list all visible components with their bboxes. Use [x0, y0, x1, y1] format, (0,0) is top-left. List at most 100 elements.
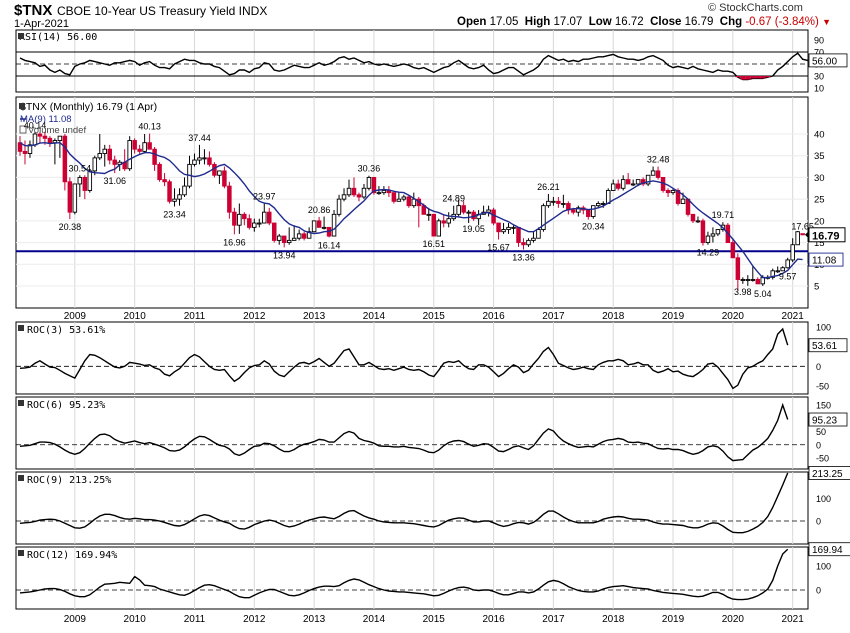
price-annotation: 23.34: [163, 210, 186, 220]
candle-body: [556, 200, 561, 204]
candle-body: [147, 142, 152, 150]
year-label: 2015: [423, 311, 446, 322]
candle-body: [346, 187, 352, 196]
price-tick-label: 30: [814, 173, 825, 184]
low-label: Low: [588, 16, 612, 28]
price-annotation: 16.96: [223, 237, 246, 247]
candle-body: [381, 190, 387, 194]
ma-legend: MA(9) 11.08: [20, 114, 72, 125]
bottom-year-label: 2018: [602, 614, 625, 625]
candle-body: [162, 179, 167, 183]
price-annotation: 14.29: [697, 248, 720, 258]
rsi-marker-icon: [18, 33, 24, 39]
price-annotation: 23.97: [253, 191, 276, 201]
candle-body: [67, 181, 73, 213]
candle-body: [77, 176, 83, 185]
candle-body: [780, 267, 785, 272]
candle-body: [57, 135, 63, 141]
candle-body: [461, 205, 466, 213]
candle-body: [635, 179, 641, 185]
rsi-oversold-fill: [760, 76, 766, 79]
candle-body: [645, 174, 651, 185]
roc-line: [19, 472, 789, 534]
candle-body: [610, 183, 616, 191]
candle-body: [267, 211, 272, 224]
year-label: 2021: [782, 311, 805, 322]
candle-body: [257, 222, 262, 225]
roc-tick-label: 150: [816, 401, 831, 411]
candle-body: [800, 233, 805, 236]
roc-tick-label: 100: [816, 323, 831, 333]
candle-body: [132, 140, 137, 150]
roc-tick-label: 100: [816, 562, 831, 572]
price-annotation: 37.44: [188, 133, 211, 143]
candle-body: [102, 148, 107, 154]
bottom-year-label: 2011: [184, 614, 206, 625]
candle-body: [755, 279, 761, 285]
price-tick-label: 40: [814, 130, 825, 141]
rsi-oversold-fill: [740, 76, 746, 80]
price-annotation: 26.21: [537, 182, 560, 192]
ma-value-label: 11.08: [812, 256, 837, 267]
candle-body: [650, 170, 656, 176]
price-marker-icon: [19, 103, 25, 109]
candle-body: [217, 170, 222, 176]
candle-body: [232, 211, 237, 226]
candle-body: [541, 205, 546, 230]
roc-marker-icon: [18, 475, 24, 481]
candle-body: [795, 231, 800, 246]
roc-line: [19, 548, 789, 601]
roc-title: ROC(9) 213.25%: [27, 475, 111, 486]
bottom-year-label: 2012: [243, 614, 266, 625]
price-annotation: 16.14: [318, 240, 341, 250]
candle-body: [72, 183, 78, 213]
roc-tick-label: 0: [816, 586, 821, 596]
price-title: $TNX (Monthly) 16.79 (1 Apr): [20, 101, 157, 113]
open-value: 17.05: [489, 16, 519, 28]
rsi-line: [19, 52, 808, 81]
roc-line: [19, 327, 789, 390]
candle-body: [630, 183, 636, 186]
bottom-year-label: 2009: [64, 614, 87, 625]
candle-body: [361, 187, 367, 198]
roc-value-label-box: [808, 466, 850, 480]
year-label: 2013: [303, 311, 326, 322]
candle-body: [501, 229, 506, 233]
candle-body: [586, 209, 591, 217]
candle-body: [411, 198, 417, 207]
candle-body: [316, 220, 322, 228]
candle-body: [177, 194, 182, 200]
candle-body: [665, 190, 671, 194]
price-annotation: 9.57: [779, 272, 797, 282]
candle-body: [391, 192, 397, 202]
candle-body: [82, 176, 88, 191]
brand-label[interactable]: © StockCharts.com: [708, 2, 803, 14]
candle-body: [356, 194, 362, 198]
candle-body: [775, 270, 780, 273]
candle-body: [740, 279, 746, 281]
rsi-oversold-fill: [735, 76, 741, 78]
bottom-year-label: 2016: [482, 614, 505, 625]
high-value: 17.07: [553, 16, 583, 28]
roc-tick-label: 100: [816, 494, 831, 504]
candle-body: [157, 163, 162, 181]
price-annotation: 17.65: [791, 222, 814, 232]
candle-body: [306, 231, 312, 239]
bottom-year-label: 2013: [303, 614, 326, 625]
year-label: 2018: [602, 311, 625, 322]
candle-body: [750, 279, 756, 281]
candle-body: [137, 148, 142, 152]
volume-legend: Volume undef: [28, 125, 86, 136]
year-label: 2009: [64, 311, 87, 322]
candle-body: [486, 209, 491, 213]
rsi-panel: [15, 29, 809, 93]
bottom-year-label: 2017: [542, 614, 565, 625]
close-value-label: 16.79: [812, 230, 840, 242]
roc-marker-icon: [18, 550, 24, 556]
roc-line: [19, 402, 789, 462]
candle-body: [242, 213, 247, 220]
rsi-value-label-box: [808, 53, 848, 68]
rsi-oversold-fill: [755, 76, 761, 79]
candle-body: [321, 226, 327, 229]
price-tick-label: 25: [814, 195, 825, 206]
